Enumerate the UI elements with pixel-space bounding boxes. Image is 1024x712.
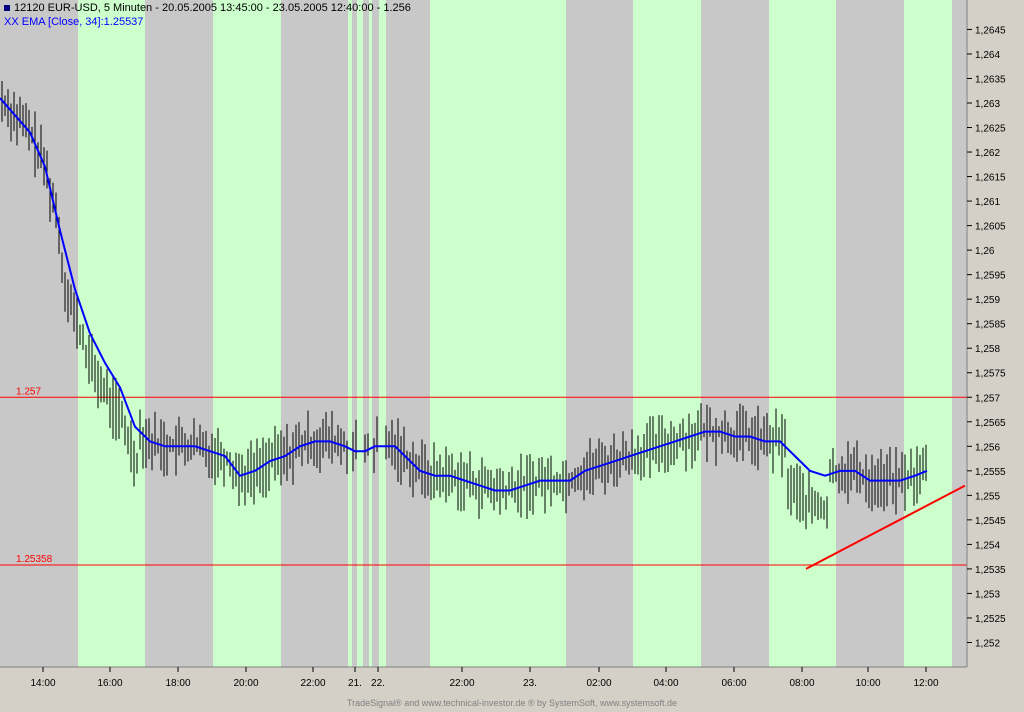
y-tick-label: 1,2565 bbox=[975, 418, 1006, 429]
chart-header: 12120 EUR-USD, 5 Minuten - 20.05.2005 13… bbox=[4, 2, 411, 14]
x-tick-label: 23. bbox=[523, 678, 537, 689]
y-tick-label: 1,2645 bbox=[975, 25, 1006, 36]
session-band-closed bbox=[145, 0, 213, 667]
x-axis-panel[interactable] bbox=[0, 667, 1024, 712]
session-band-active bbox=[357, 0, 363, 667]
y-tick-label: 1,26 bbox=[975, 246, 995, 257]
ema-series bbox=[0, 97, 928, 492]
y-tick-label: 1,2555 bbox=[975, 467, 1006, 478]
y-axis-panel[interactable] bbox=[967, 0, 1024, 667]
y-tick-label: 1,255 bbox=[975, 491, 1000, 502]
x-tick-label: 22. bbox=[371, 678, 385, 689]
y-axis: 1,2645 1,264 1,2635 1,263 1,2625 1,262 1,2615 1… bbox=[967, 25, 1006, 649]
session-band-active bbox=[78, 0, 145, 667]
y-tick-label: 1,2585 bbox=[975, 320, 1006, 331]
price-bars bbox=[1, 81, 927, 530]
y-tick-label: 1,2615 bbox=[975, 173, 1006, 184]
session-band-active bbox=[904, 0, 952, 667]
x-tick-label: 21. bbox=[348, 678, 362, 689]
y-tick-label: 1,264 bbox=[975, 50, 1000, 61]
session-band-closed bbox=[386, 0, 430, 667]
session-band-active bbox=[348, 0, 352, 667]
session-band-closed bbox=[10, 0, 78, 667]
x-tick-label: 10:00 bbox=[855, 678, 880, 689]
y-tick-label: 1,2595 bbox=[975, 271, 1006, 282]
x-tick-label: 18:00 bbox=[165, 678, 190, 689]
session-band-closed bbox=[372, 0, 379, 667]
footer-credit: TradeSignal® and www.technical-investor.… bbox=[346, 698, 678, 708]
session-band-closed bbox=[952, 0, 967, 667]
y-tick-label: 1,259 bbox=[975, 295, 1000, 306]
horizontal-levels: 1.257 1.25358 bbox=[0, 386, 967, 566]
x-tick-label: 20:00 bbox=[233, 678, 258, 689]
y-tick-label: 1,253 bbox=[975, 589, 1000, 600]
y-tick-label: 1,2545 bbox=[975, 516, 1006, 527]
x-tick-label: 06:00 bbox=[721, 678, 746, 689]
ema-line bbox=[0, 97, 928, 492]
session-band-active bbox=[213, 0, 281, 667]
y-tick-label: 1,257 bbox=[975, 393, 1000, 404]
level-label: 1.257 bbox=[16, 386, 41, 397]
y-tick-label: 1,258 bbox=[975, 344, 1000, 355]
x-tick-label: 22:00 bbox=[300, 678, 325, 689]
y-tick-label: 1,262 bbox=[975, 148, 1000, 159]
session-band-active bbox=[369, 0, 372, 667]
y-tick-label: 1,2535 bbox=[975, 565, 1006, 576]
x-axis: 14:00 16:00 18:00 20:00 22:00 21. 22. 22:00 23. 0… bbox=[30, 667, 939, 689]
y-tick-label: 1,2635 bbox=[975, 74, 1006, 85]
x-tick-label: 16:00 bbox=[97, 678, 122, 689]
x-tick-label: 12:00 bbox=[913, 678, 938, 689]
y-tick-label: 1,254 bbox=[975, 540, 1000, 551]
x-tick-label: 08:00 bbox=[789, 678, 814, 689]
y-tick-label: 1,2525 bbox=[975, 614, 1006, 625]
level-label: 1.25358 bbox=[16, 554, 53, 565]
y-tick-label: 1,263 bbox=[975, 99, 1000, 110]
series-marker-icon bbox=[4, 5, 10, 12]
x-tick-label: 14:00 bbox=[30, 678, 55, 689]
session-band-active bbox=[633, 0, 701, 667]
chart-title: 12120 EUR-USD, 5 Minuten - 20.05.2005 13… bbox=[14, 2, 411, 14]
ema-indicator-label[interactable]: XX EMA [Close, 34]:1.25537 bbox=[4, 16, 144, 28]
session-band-closed bbox=[836, 0, 904, 667]
session-band-closed bbox=[281, 0, 348, 667]
session-band-active bbox=[769, 0, 836, 667]
session-bands bbox=[10, 0, 967, 667]
y-tick-label: 1,261 bbox=[975, 197, 1000, 208]
session-band-active bbox=[379, 0, 386, 667]
trendline-line bbox=[805, 484, 966, 570]
x-tick-label: 02:00 bbox=[586, 678, 611, 689]
session-band-closed bbox=[701, 0, 769, 667]
x-tick-label: 22:00 bbox=[449, 678, 474, 689]
y-tick-label: 1,256 bbox=[975, 442, 1000, 453]
y-tick-label: 1,2625 bbox=[975, 124, 1006, 135]
y-tick-label: 1,252 bbox=[975, 638, 1000, 649]
session-band-closed bbox=[363, 0, 369, 667]
y-tick-label: 1,2605 bbox=[975, 222, 1006, 233]
trendline bbox=[805, 484, 966, 570]
session-band-closed bbox=[352, 0, 357, 667]
session-band-closed bbox=[566, 0, 633, 667]
x-tick-label: 04:00 bbox=[653, 678, 678, 689]
y-tick-label: 1,2575 bbox=[975, 369, 1006, 380]
session-band-active bbox=[430, 0, 566, 667]
